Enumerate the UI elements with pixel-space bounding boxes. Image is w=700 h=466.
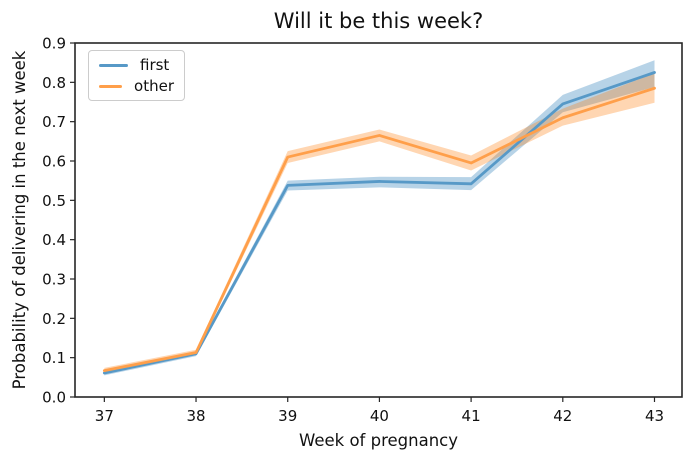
confidence-band-other (104, 73, 655, 374)
x-tick-label: 39 (278, 407, 297, 425)
x-tick-label: 41 (462, 407, 481, 425)
y-tick-label: 0.6 (42, 153, 66, 171)
y-tick-label: 0.9 (42, 35, 66, 53)
y-tick-label: 0.4 (42, 231, 66, 249)
y-tick-label: 0.7 (42, 113, 66, 131)
x-tick-label: 42 (553, 407, 572, 425)
x-tick-label: 38 (186, 407, 205, 425)
y-tick-label: 0.0 (42, 389, 66, 407)
legend-line-sample-first (99, 63, 128, 67)
series-line-other (102, 86, 656, 373)
x-tick-label: 40 (370, 407, 389, 425)
legend: first other (88, 50, 185, 101)
legend-line-sample-other (99, 84, 123, 88)
legend-label-other: other (134, 76, 174, 95)
y-tick-label: 0.8 (42, 74, 66, 92)
axes-frame-and-ticks: 37 38 39 40 41 42 43 0.0 0.1 0.2 0.3 0.4 0.5 0.6 0.7 0.… (42, 35, 683, 425)
x-axis-label: Week of pregnancy (299, 431, 458, 450)
y-tick-label: 0.5 (42, 192, 66, 210)
y-axis-label: Probability of delivering in the next we… (10, 50, 29, 389)
y-tick-label: 0.3 (42, 271, 66, 289)
confidence-bands (104, 60, 655, 376)
plot-frame (74, 42, 683, 398)
legend-item-first[interactable]: first (99, 56, 174, 74)
chart-title: Will it be this week? (274, 9, 483, 33)
y-tick-label: 0.2 (42, 310, 66, 328)
x-tick-label: 37 (95, 407, 114, 425)
x-tick-label: 43 (645, 407, 664, 425)
series-lines (102, 71, 656, 375)
legend-label-first: first (140, 55, 170, 74)
y-tick-label: 0.1 (42, 349, 66, 367)
legend-item-other[interactable]: other (99, 77, 174, 95)
